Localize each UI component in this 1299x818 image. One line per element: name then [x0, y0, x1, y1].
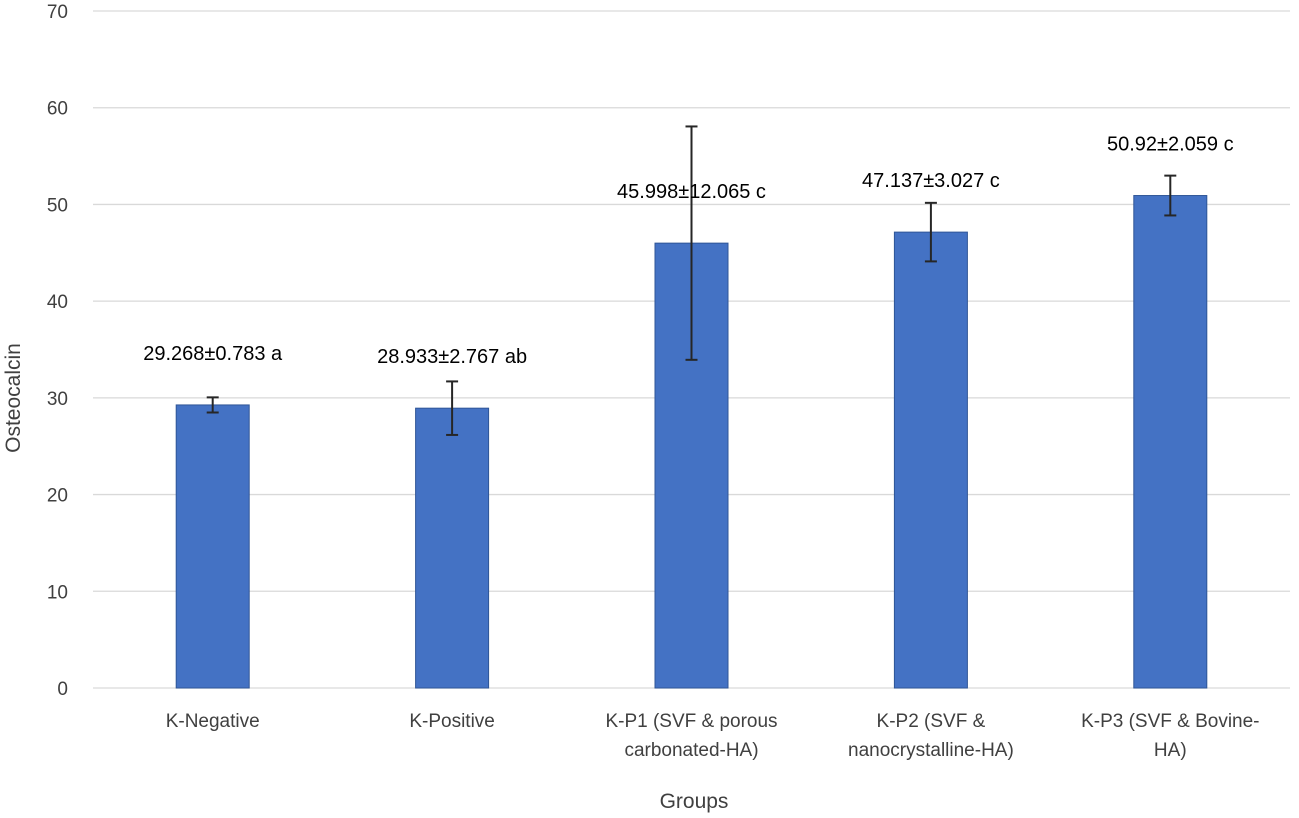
y-axis-title: Osteocalcin	[2, 343, 25, 453]
error-bar	[446, 380, 459, 436]
x-axis-title: Groups	[660, 790, 729, 813]
bar	[893, 231, 968, 689]
x-tick-label: K-Negative	[166, 711, 260, 732]
error-bar	[924, 201, 937, 263]
x-tick-label: K-P2 (SVF & nanocrystalline-HA)	[848, 711, 1014, 761]
data-label: 29.268±0.783 a	[143, 343, 283, 365]
y-tick-label: 60	[47, 99, 68, 120]
y-tick-label: 70	[47, 2, 68, 23]
y-tick-label: 30	[47, 389, 68, 410]
data-label: 47.137±3.027 c	[862, 170, 1000, 192]
x-tick-label: K-P1 (SVF & porous carbonated-HA)	[605, 711, 777, 761]
y-tick-label: 10	[47, 582, 68, 603]
y-axis-ticks: 0 10 20 30 40 50 60 70	[47, 2, 68, 700]
bar	[175, 404, 250, 689]
x-axis-categories: K-Negative K-Positive K-P1 (SVF & porous ca…	[166, 711, 1260, 761]
data-label: 45.998±12.065 c	[617, 181, 766, 203]
y-tick-label: 50	[47, 195, 68, 216]
data-label: 28.933±2.767 ab	[377, 346, 527, 368]
x-tick-label: K-Positive	[409, 711, 495, 732]
data-labels: 29.268±0.783 a 28.933±2.767 ab 45.998±12.0…	[143, 134, 1233, 369]
bars	[175, 195, 1208, 689]
error-bars	[206, 125, 1177, 436]
error-bar	[685, 125, 698, 361]
error-bar	[206, 396, 219, 414]
error-bar	[1164, 174, 1177, 217]
bar	[415, 407, 490, 689]
data-label: 50.92±2.059 c	[1107, 134, 1234, 156]
y-tick-label: 0	[57, 679, 68, 700]
y-tick-label: 20	[47, 486, 68, 507]
y-tick-label: 40	[47, 292, 68, 313]
x-tick-label: K-P3 (SVF & Bovine-HA)	[1081, 711, 1259, 761]
bar	[1133, 195, 1208, 689]
